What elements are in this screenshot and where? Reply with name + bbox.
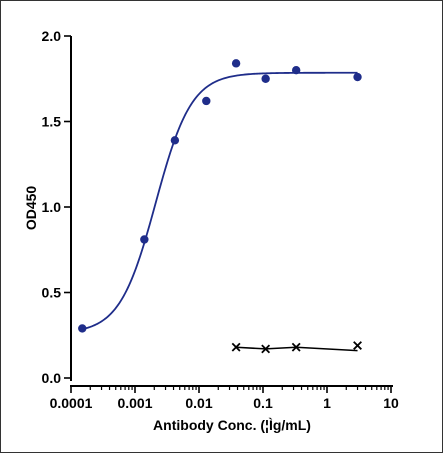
series-2-point-1	[261, 344, 271, 354]
x-axis-title: Antibody Conc. (¦Ìg/mL)	[153, 417, 311, 433]
series-2-fit-line	[236, 346, 358, 352]
y-tick-label-0: 0.0	[42, 370, 62, 386]
series-1-point-0	[78, 324, 87, 333]
y-tick-label-3: 1.5	[42, 114, 62, 130]
series-2-point-stroke	[261, 344, 271, 354]
ticks-layer: 0.0001 0.001 0.01 0.1 1 10 0.0 0.5 1.0 1.5 2.0	[42, 28, 399, 411]
y-tick-label-1: 0.5	[42, 285, 62, 301]
series-2-point-3	[353, 341, 362, 350]
series-1-point-2	[170, 136, 180, 145]
series-2-point-stroke	[291, 342, 301, 352]
series-1-point-6	[291, 66, 301, 75]
series-1-point-5	[261, 74, 270, 83]
series-1-point-3	[202, 96, 211, 106]
series-1-point-7	[353, 72, 362, 82]
series-2-point-stroke	[353, 341, 362, 350]
x-tick-label-2: 0.01	[185, 395, 212, 411]
marks-layer	[78, 59, 362, 354]
series-1-point-4	[231, 59, 241, 68]
x-tick-label-5: 10	[383, 395, 399, 411]
x-tick-label-1: 0.001	[117, 395, 152, 411]
series-2-point-2	[291, 342, 301, 352]
series-2-point-stroke	[231, 342, 241, 352]
y-tick-label-4: 2.0	[42, 28, 62, 44]
y-axis-title: OD450	[23, 186, 39, 231]
y-tick-label-2: 1.0	[42, 199, 62, 215]
x-tick-label-0: 0.0001	[50, 395, 93, 411]
x-tick-label-4: 1	[323, 395, 331, 411]
axes-layer	[70, 36, 393, 387]
series-2-point-0	[231, 342, 241, 352]
series-1-fit-curve	[82, 71, 358, 331]
x-tick-label-3: 0.1	[253, 395, 273, 411]
series-1-point-1	[140, 235, 149, 244]
fit-layer	[82, 71, 358, 352]
